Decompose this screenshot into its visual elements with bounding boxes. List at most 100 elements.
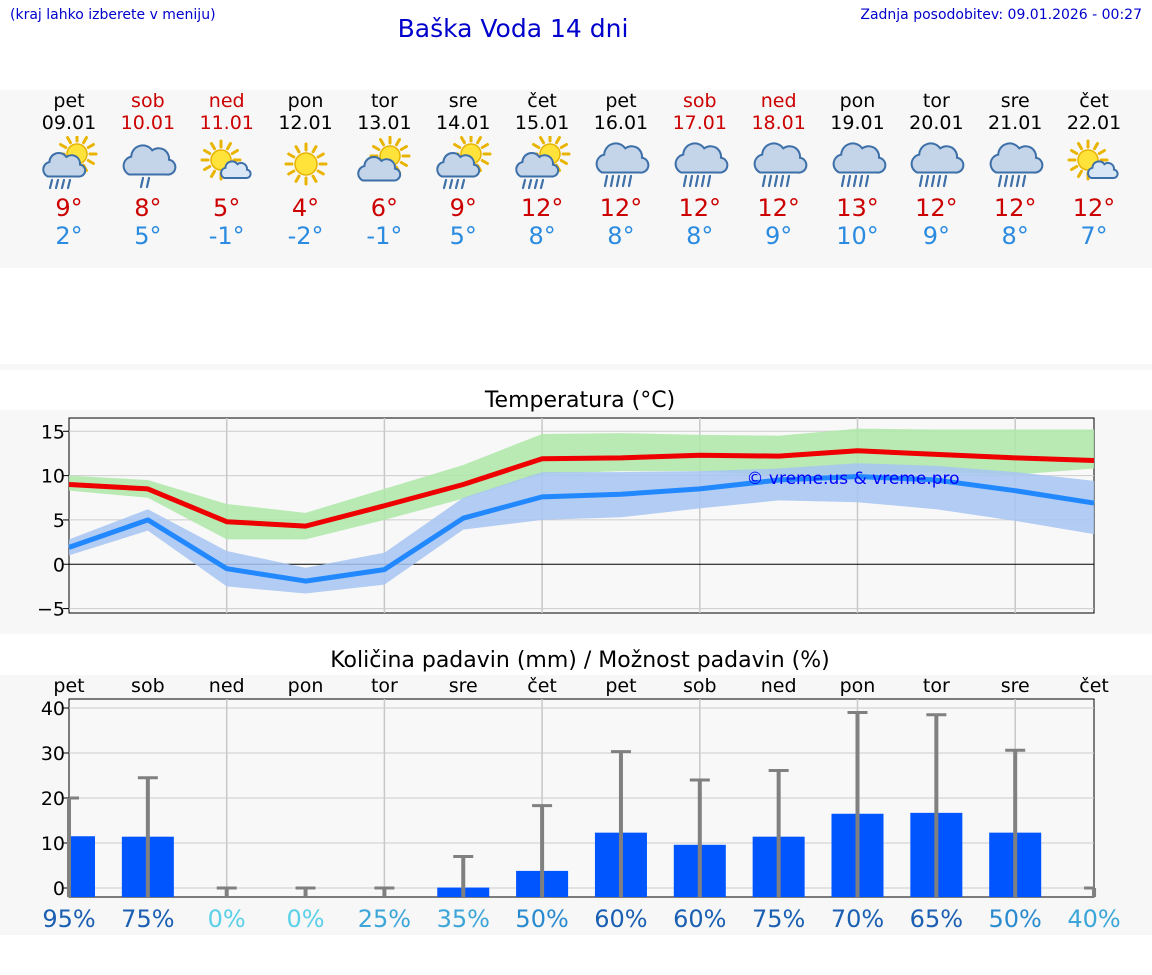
sun-cloud-icon: [357, 136, 411, 182]
max-temp: 6°: [370, 194, 399, 222]
sun-cloud-rain-icon: [42, 136, 98, 190]
x-category-label: pon: [840, 675, 876, 697]
day-name: ned: [760, 90, 797, 112]
sun-small-cloud-icon: [1067, 139, 1119, 181]
icon-art: [595, 142, 650, 188]
day-column: pet 09.01 9° 2°: [30, 90, 108, 250]
cloud-heavy-rain-icon: [911, 142, 965, 188]
day-name: sre: [1000, 90, 1030, 112]
y-tick-label: 0: [53, 878, 65, 900]
cloud-shape: [911, 142, 965, 174]
series-max-line: [68, 448, 1095, 529]
icon-art: [42, 136, 98, 190]
day-date: 09.01: [41, 112, 97, 134]
x-category-label: ned: [209, 675, 245, 697]
error-bar: [532, 804, 553, 897]
min-temp: 2°: [55, 222, 83, 250]
sun-cloud-rain-icon: [436, 136, 492, 190]
icon-art: [1067, 139, 1119, 181]
min-temp: -1°: [366, 222, 403, 250]
day-name: sob: [131, 90, 165, 112]
error-bar: [374, 886, 395, 897]
sun-rays: [284, 142, 328, 186]
cloud-shape: [219, 160, 252, 180]
y-tick-label: 20: [41, 788, 65, 810]
cloud-heavy-rain-icon: [753, 142, 808, 188]
min-temp: 10°: [836, 222, 879, 250]
cloud-shape: [832, 142, 886, 174]
day-name: pon: [839, 90, 876, 112]
day-column: ned 18.01 12° 9°: [740, 90, 818, 250]
min-temp: -1°: [208, 222, 245, 250]
series-min-band: [69, 463, 1095, 594]
day-column: pet 16.01 12° 8°: [582, 90, 660, 250]
max-temp: 12°: [678, 194, 722, 222]
cloud-shape: [674, 142, 729, 174]
day-date: 18.01: [751, 112, 806, 134]
day-date: 20.01: [909, 112, 964, 134]
day-column: tor 20.01 12° 9°: [897, 90, 975, 250]
day-date: 12.01: [278, 112, 333, 134]
y-tick-label: 30: [41, 743, 65, 765]
precip-probability-label: 60%: [594, 905, 647, 933]
day-date: 15.01: [514, 112, 570, 134]
precipitation-chart: pet sob ned pon tor sre čet pet sob ned pon tor sre č…: [41, 675, 1121, 933]
x-category-label: pon: [288, 675, 324, 697]
y-tick-label: 15: [41, 421, 65, 443]
icon-art: [122, 144, 177, 189]
precip-bar: [69, 836, 95, 897]
precip-probability-label: 75%: [121, 905, 174, 933]
y-tick-label: 10: [41, 466, 65, 488]
x-category-label: sre: [1001, 675, 1030, 697]
max-temp: 12°: [1072, 194, 1116, 222]
x-category-label: pet: [605, 675, 636, 697]
day-date: 13.01: [357, 112, 412, 134]
x-category-label: tor: [923, 675, 950, 697]
day-name: sre: [448, 90, 478, 112]
max-temp: 8°: [134, 194, 162, 222]
icon-art: [911, 142, 965, 188]
icon-art: [753, 142, 808, 188]
day-column: ned 11.01 5° -1°: [188, 90, 266, 250]
max-temp: 9°: [449, 194, 477, 222]
x-category-label: sre: [449, 675, 478, 697]
x-category-label: tor: [371, 675, 398, 697]
max-temp: 12°: [757, 194, 800, 222]
cloud-shape: [989, 142, 1044, 174]
max-temp: 12°: [915, 194, 958, 222]
max-temp: 13°: [836, 194, 879, 222]
day-date: 19.01: [830, 112, 885, 134]
daily-forecast: pet 09.01 9° 2° sob 10.01 8° 5° ned 11.01 5° -1° pon…: [0, 90, 1152, 268]
max-temp: 9°: [55, 194, 83, 222]
error-bar: [1005, 748, 1026, 897]
min-temp: -2°: [287, 222, 324, 250]
day-name: pet: [53, 90, 85, 112]
min-temp: 5°: [134, 222, 162, 250]
cloud-shape: [515, 151, 560, 178]
cloud-heavy-rain-icon: [989, 142, 1044, 188]
sun-small-cloud-icon: [200, 139, 252, 181]
precip-probability-label: 0%: [208, 905, 246, 933]
error-bar: [295, 886, 316, 897]
max-temp: 12°: [993, 194, 1037, 222]
icon-art: [200, 139, 252, 181]
cloud-heavy-rain-icon: [832, 142, 886, 188]
precip-probability-label: 35%: [437, 905, 490, 933]
day-name: pet: [605, 90, 637, 112]
cloud-heavy-rain-icon: [595, 142, 650, 188]
day-name: čet: [527, 90, 557, 112]
min-temp: 7°: [1080, 222, 1108, 250]
day-column: sre 21.01 12° 8°: [976, 90, 1054, 250]
precip-probability-label: 95%: [42, 905, 95, 933]
cloud-rain-icon: [122, 144, 177, 189]
max-temp: 4°: [291, 194, 320, 222]
x-category-label: sob: [131, 675, 165, 697]
max-temp: 12°: [599, 194, 643, 222]
icon-art: [674, 142, 729, 188]
cloud-shape: [357, 155, 402, 182]
error-bar: [768, 769, 789, 897]
min-temp: 9°: [765, 222, 793, 250]
day-date: 17.01: [672, 112, 727, 134]
temperature-chart: −5 0 5 10 15 © vreme.us & vreme.pro: [37, 417, 1095, 621]
day-column: sob 10.01 8° 5°: [109, 90, 187, 250]
